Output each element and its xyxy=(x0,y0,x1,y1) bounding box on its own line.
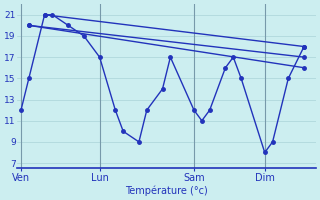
X-axis label: Température (°c): Température (°c) xyxy=(125,185,208,196)
